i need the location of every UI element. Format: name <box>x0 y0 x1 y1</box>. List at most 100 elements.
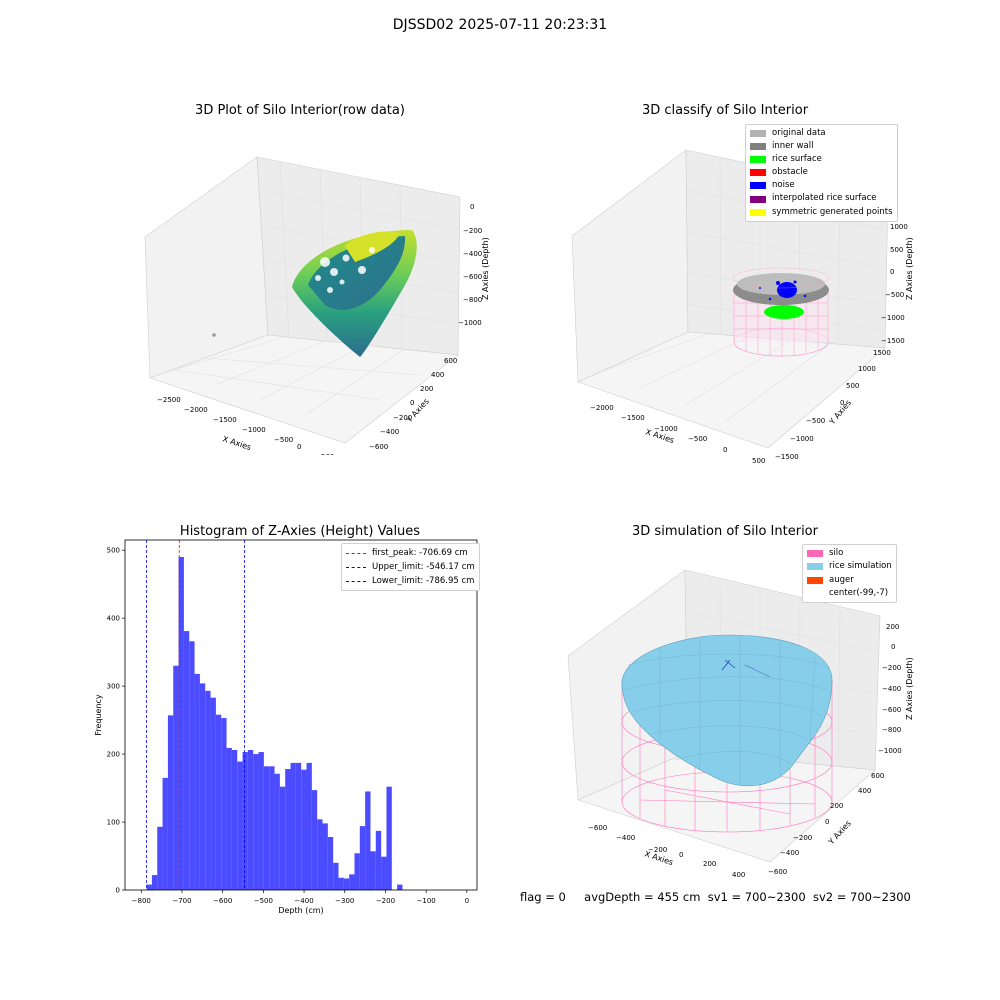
histogram-bar <box>173 665 179 890</box>
histogram-bar <box>354 853 360 890</box>
classify-legend: original data inner wall rice surface ob… <box>745 124 898 222</box>
x-tick-label: −300 <box>335 897 354 905</box>
simulation-xtick: −600 <box>588 824 607 832</box>
legend-item-rice-surface: rice surface <box>750 153 893 166</box>
legend-label: symmetric generated points <box>772 206 893 217</box>
simulation-ztick: −200 <box>882 664 901 672</box>
histogram-bar <box>279 786 286 890</box>
histogram-bar <box>285 769 291 890</box>
raw-plot-title: 3D Plot of Silo Interior(row data) <box>195 103 405 118</box>
histogram-bar <box>146 884 152 890</box>
classify-ztick: 0 <box>890 268 894 276</box>
histogram-bar <box>370 851 376 890</box>
classify-xtick: −500 <box>688 435 707 443</box>
histogram-bar <box>290 762 296 890</box>
legend-item-original-data: original data <box>750 127 893 140</box>
legend-label: interpolated rice surface <box>772 193 877 204</box>
raw-ztick: −600 <box>463 273 482 281</box>
y-tick-label: 400 <box>107 615 120 623</box>
legend-item-lower-limit: Lower_limit: -786.95 cm <box>346 574 475 588</box>
simulation-auger <box>721 659 771 678</box>
histogram-bar <box>199 683 206 890</box>
classify-ztick: −1000 <box>881 314 905 322</box>
histogram-bar <box>210 697 216 890</box>
legend-label: inner wall <box>772 141 814 152</box>
histogram-bar <box>338 877 344 890</box>
legend-label: first_peak: -706.69 cm <box>372 548 468 558</box>
simulation-ytick: −200 <box>793 834 812 842</box>
histogram-bar <box>167 715 174 890</box>
raw-x-label: X Axies <box>221 434 252 452</box>
simulation-y-ticks: −600 −400 −200 0 200 400 600 <box>768 772 884 876</box>
simulation-x-ticks: −600 −400 −200 0 200 400 <box>588 824 745 879</box>
x-tick-label: −600 <box>213 897 232 905</box>
simulation-ytick: 600 <box>871 772 884 780</box>
histogram-bar <box>381 856 387 890</box>
classify-z-ticks: 1000 500 0 −500 −1000 −1500 <box>881 223 908 345</box>
raw-x-ticks: −2500 −2000 −1500 −1000 −500 0 500 <box>157 396 334 455</box>
raw-ztick: 0 <box>470 203 474 211</box>
legend-line <box>346 580 366 582</box>
classify-ztick: 1000 <box>890 223 908 231</box>
y-tick-label: 500 <box>107 547 120 555</box>
classify-ztick: −500 <box>885 291 904 299</box>
classify-noise <box>759 280 807 301</box>
simulation-ztick: −1000 <box>878 747 902 755</box>
classify-ytick: −1500 <box>775 453 799 461</box>
raw-xtick: −1500 <box>213 416 237 424</box>
simulation-xtick: −200 <box>648 846 667 854</box>
histogram-title: Histogram of Z-Axies (Height) Values <box>179 524 421 539</box>
classify-xtick: 0 <box>723 446 727 454</box>
y-tick-label: 100 <box>107 819 120 827</box>
histogram-bar <box>327 836 334 890</box>
classify-xtick: −1000 <box>654 425 678 433</box>
simulation-z-label: Z Axies (Depth) <box>905 657 914 720</box>
simulation-ytick: 200 <box>830 802 843 810</box>
x-tick-label: −700 <box>172 897 191 905</box>
raw-origin-point <box>212 333 216 337</box>
classify-rice-surface <box>764 305 804 319</box>
simulation-ztick: −800 <box>882 726 901 734</box>
histogram-bar <box>157 826 163 890</box>
histogram-bar <box>306 762 312 890</box>
x-tick-label: 0 <box>465 897 469 905</box>
histogram-bar <box>231 750 238 890</box>
raw-ytick: −400 <box>380 428 399 436</box>
classify-pane-floor <box>577 331 886 449</box>
histogram-bar <box>397 884 403 890</box>
simulation-xtick: 0 <box>679 851 683 859</box>
legend-label: silo <box>829 548 844 558</box>
sv1-text: sv1 = 700~2300 <box>707 890 806 904</box>
legend-item-upper-limit: Upper_limit: -546.17 cm <box>346 560 475 574</box>
classify-ytick: −500 <box>806 417 825 425</box>
simulation-ytick: −400 <box>780 849 799 857</box>
y-tick-label: 300 <box>107 683 120 691</box>
classify-xtick: 500 <box>752 457 765 465</box>
raw-ytick: 600 <box>444 357 457 365</box>
legend-item-rice-simulation: rice simulation <box>807 560 892 573</box>
simulation-pane-floor <box>577 751 876 863</box>
raw-ytick: 400 <box>431 371 444 379</box>
histogram-x-label: Depth (cm) <box>278 906 323 915</box>
histogram-bar <box>295 762 302 890</box>
raw-xtick: −2500 <box>157 396 181 404</box>
histogram-chart: −800 −700 −600 −500 −400 −300 −200 −100 0 0 100 200… <box>94 539 478 915</box>
legend-swatch <box>750 182 766 190</box>
histogram-bar <box>349 874 355 890</box>
legend-item-symmetric: symmetric generated points <box>750 206 893 219</box>
histogram-bar <box>178 556 184 890</box>
raw-y-ticks: −600 −400 −200 0 200 400 600 <box>369 357 457 451</box>
legend-item-center: center(-99,-7) <box>807 587 892 600</box>
simulation-xtick: 200 <box>703 860 716 868</box>
legend-item-inner-wall: inner wall <box>750 140 893 153</box>
legend-label: auger <box>829 574 854 585</box>
figure-title: DJSSD02 2025-07-11 20:23:31 <box>392 17 608 33</box>
simulation-ztick: −600 <box>882 706 901 714</box>
flag-text: flag = 0 <box>520 890 566 904</box>
simulation-3d-plot: −600 −400 −200 0 200 400 X Axies −600 −4… <box>567 569 914 879</box>
histogram-bar <box>343 878 350 890</box>
classify-ztick: 500 <box>890 246 903 254</box>
raw-y-label: Y Axies <box>404 397 431 425</box>
simulation-xtick: 400 <box>732 871 745 879</box>
legend-swatch <box>807 576 823 584</box>
